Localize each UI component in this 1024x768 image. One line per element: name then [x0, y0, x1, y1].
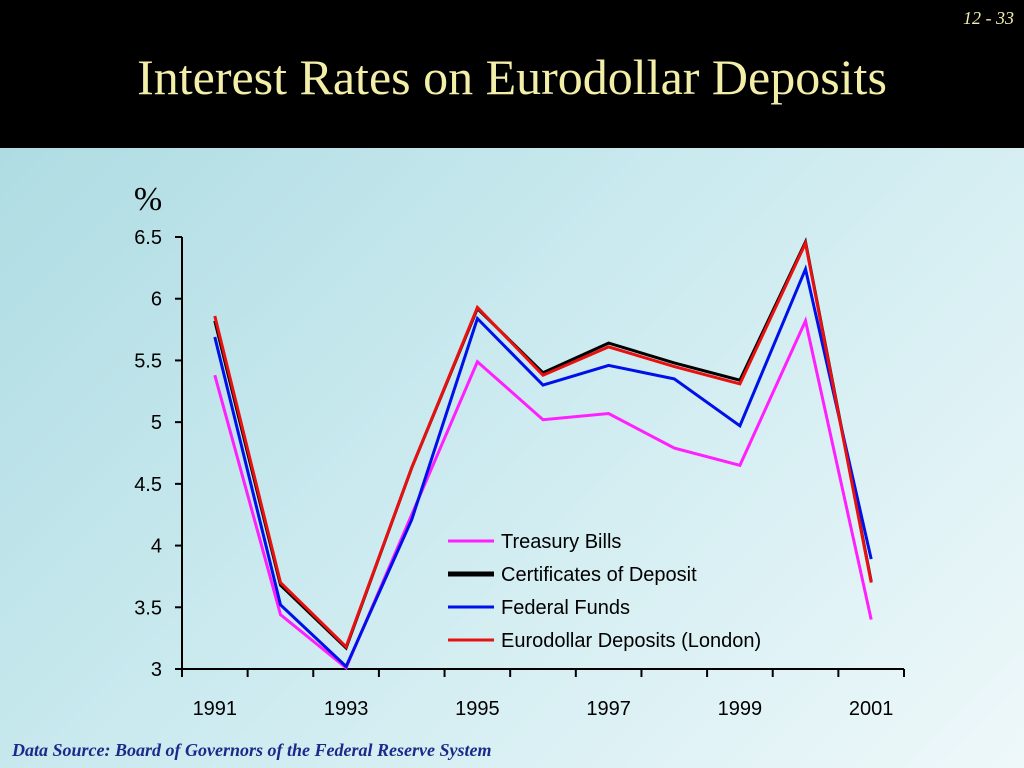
x-tick-label: 1995	[455, 698, 500, 720]
y-tick-label: 5	[151, 412, 162, 434]
y-tick-label: 6	[151, 289, 162, 311]
chart-series	[213, 237, 873, 671]
x-tick-label: 2001	[849, 698, 894, 720]
x-tick-label: 1997	[586, 698, 631, 720]
page-number: 12 - 33	[963, 8, 1014, 28]
legend-label: Eurodollar Deposits (London)	[501, 630, 761, 652]
legend-label: Federal Funds	[501, 597, 630, 619]
y-tick-label: 3	[151, 659, 162, 681]
line-chart: 3 3.5 4 4.5 5 5.5 6 6.5 1991 1993 1995 1997 1999 2001…	[134, 181, 905, 720]
title-bar: 12 - 33 Interest Rates on Eurodollar Dep…	[0, 0, 1024, 148]
y-unit-label: %	[134, 181, 162, 218]
y-tick-label: 3.5	[134, 597, 162, 619]
chart-legend: Treasury Bills Certificates of Deposit Fed…	[448, 531, 761, 652]
series-line-certificates-of-deposit	[213, 237, 873, 651]
legend-label: Treasury Bills	[501, 531, 621, 553]
data-source-note: Data Source: Board of Governors of the F…	[12, 740, 492, 760]
legend-label: Certificates of Deposit	[501, 564, 697, 586]
x-tick-label: 1993	[324, 698, 369, 720]
series-line-federal-funds	[213, 264, 873, 670]
y-tick-label: 4.5	[134, 474, 162, 496]
slide-title: Interest Rates on Eurodollar Deposits	[137, 49, 887, 105]
series-line-eurodollar-deposits-london	[213, 238, 873, 650]
y-tick-label: 6.5	[134, 227, 162, 249]
x-tick-label: 1991	[193, 698, 238, 720]
x-tick-label: 1999	[718, 698, 763, 720]
y-tick-label: 4	[151, 536, 162, 558]
series-line-treasury-bills	[213, 316, 873, 671]
y-tick-label: 5.5	[134, 350, 162, 372]
chart-axes: 3 3.5 4 4.5 5 5.5 6 6.5 1991 1993 1995 1997 1999 2001	[134, 227, 905, 720]
